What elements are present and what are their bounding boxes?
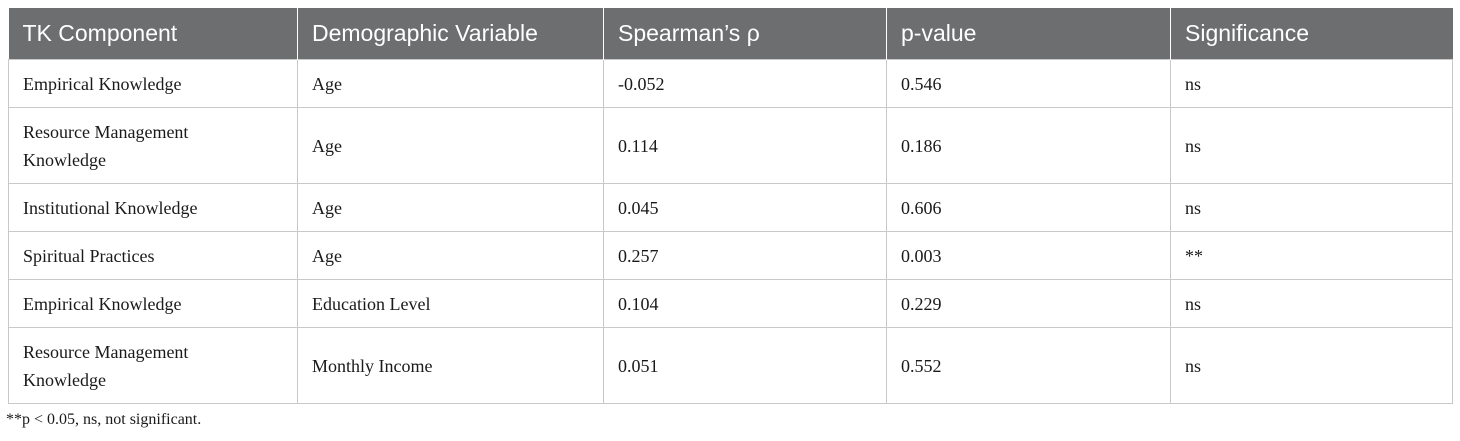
cell-significance: ns bbox=[1170, 327, 1453, 404]
table-row: Institutional Knowledge Age 0.045 0.606 … bbox=[8, 183, 1453, 232]
cell-tk-component: Empirical Knowledge bbox=[8, 59, 298, 108]
cell-significance: ns bbox=[1170, 279, 1453, 328]
cell-spearman-rho: 0.114 bbox=[603, 107, 887, 184]
cell-spearman-rho: 0.045 bbox=[603, 183, 887, 232]
results-table-container: TK Component Demographic Variable Spearm… bbox=[8, 8, 1453, 404]
cell-demographic-variable: Education Level bbox=[297, 279, 604, 328]
header-tk-component: TK Component bbox=[8, 8, 298, 60]
cell-tk-component: Resource Management Knowledge bbox=[8, 107, 298, 184]
cell-tk-component: Resource Management Knowledge bbox=[8, 327, 298, 404]
cell-spearman-rho: 0.104 bbox=[603, 279, 887, 328]
cell-spearman-rho: 0.257 bbox=[603, 231, 887, 280]
table-row: Empirical Knowledge Age -0.052 0.546 ns bbox=[8, 59, 1453, 108]
cell-spearman-rho: 0.051 bbox=[603, 327, 887, 404]
table-footnote: **p < 0.05, ns, not significant. bbox=[6, 411, 202, 428]
cell-significance: ** bbox=[1170, 231, 1453, 280]
table-row: Resource Management Knowledge Monthly In… bbox=[8, 327, 1453, 404]
cell-p-value: 0.606 bbox=[886, 183, 1171, 232]
cell-p-value: 0.229 bbox=[886, 279, 1171, 328]
cell-demographic-variable: Age bbox=[297, 107, 604, 184]
cell-tk-component: Institutional Knowledge bbox=[8, 183, 298, 232]
cell-significance: ns bbox=[1170, 183, 1453, 232]
cell-p-value: 0.186 bbox=[886, 107, 1171, 184]
correlation-table: TK Component Demographic Variable Spearm… bbox=[8, 8, 1453, 404]
cell-demographic-variable: Age bbox=[297, 231, 604, 280]
cell-tk-component: Empirical Knowledge bbox=[8, 279, 298, 328]
cell-tk-component: Spiritual Practices bbox=[8, 231, 298, 280]
cell-p-value: 0.546 bbox=[886, 59, 1171, 108]
table-header-row: TK Component Demographic Variable Spearm… bbox=[8, 8, 1453, 60]
header-significance: Significance bbox=[1170, 8, 1453, 60]
header-demographic-variable: Demographic Variable bbox=[297, 8, 604, 60]
cell-demographic-variable: Age bbox=[297, 183, 604, 232]
table-row: Resource Management Knowledge Age 0.114 … bbox=[8, 107, 1453, 184]
cell-p-value: 0.552 bbox=[886, 327, 1171, 404]
cell-significance: ns bbox=[1170, 107, 1453, 184]
header-p-value: p-value bbox=[886, 8, 1171, 60]
cell-demographic-variable: Monthly Income bbox=[297, 327, 604, 404]
header-spearman-rho: Spearman’s ρ bbox=[603, 8, 887, 60]
table-row: Spiritual Practices Age 0.257 0.003 ** bbox=[8, 231, 1453, 280]
cell-demographic-variable: Age bbox=[297, 59, 604, 108]
table-row: Empirical Knowledge Education Level 0.10… bbox=[8, 279, 1453, 328]
cell-p-value: 0.003 bbox=[886, 231, 1171, 280]
cell-significance: ns bbox=[1170, 59, 1453, 108]
cell-spearman-rho: -0.052 bbox=[603, 59, 887, 108]
